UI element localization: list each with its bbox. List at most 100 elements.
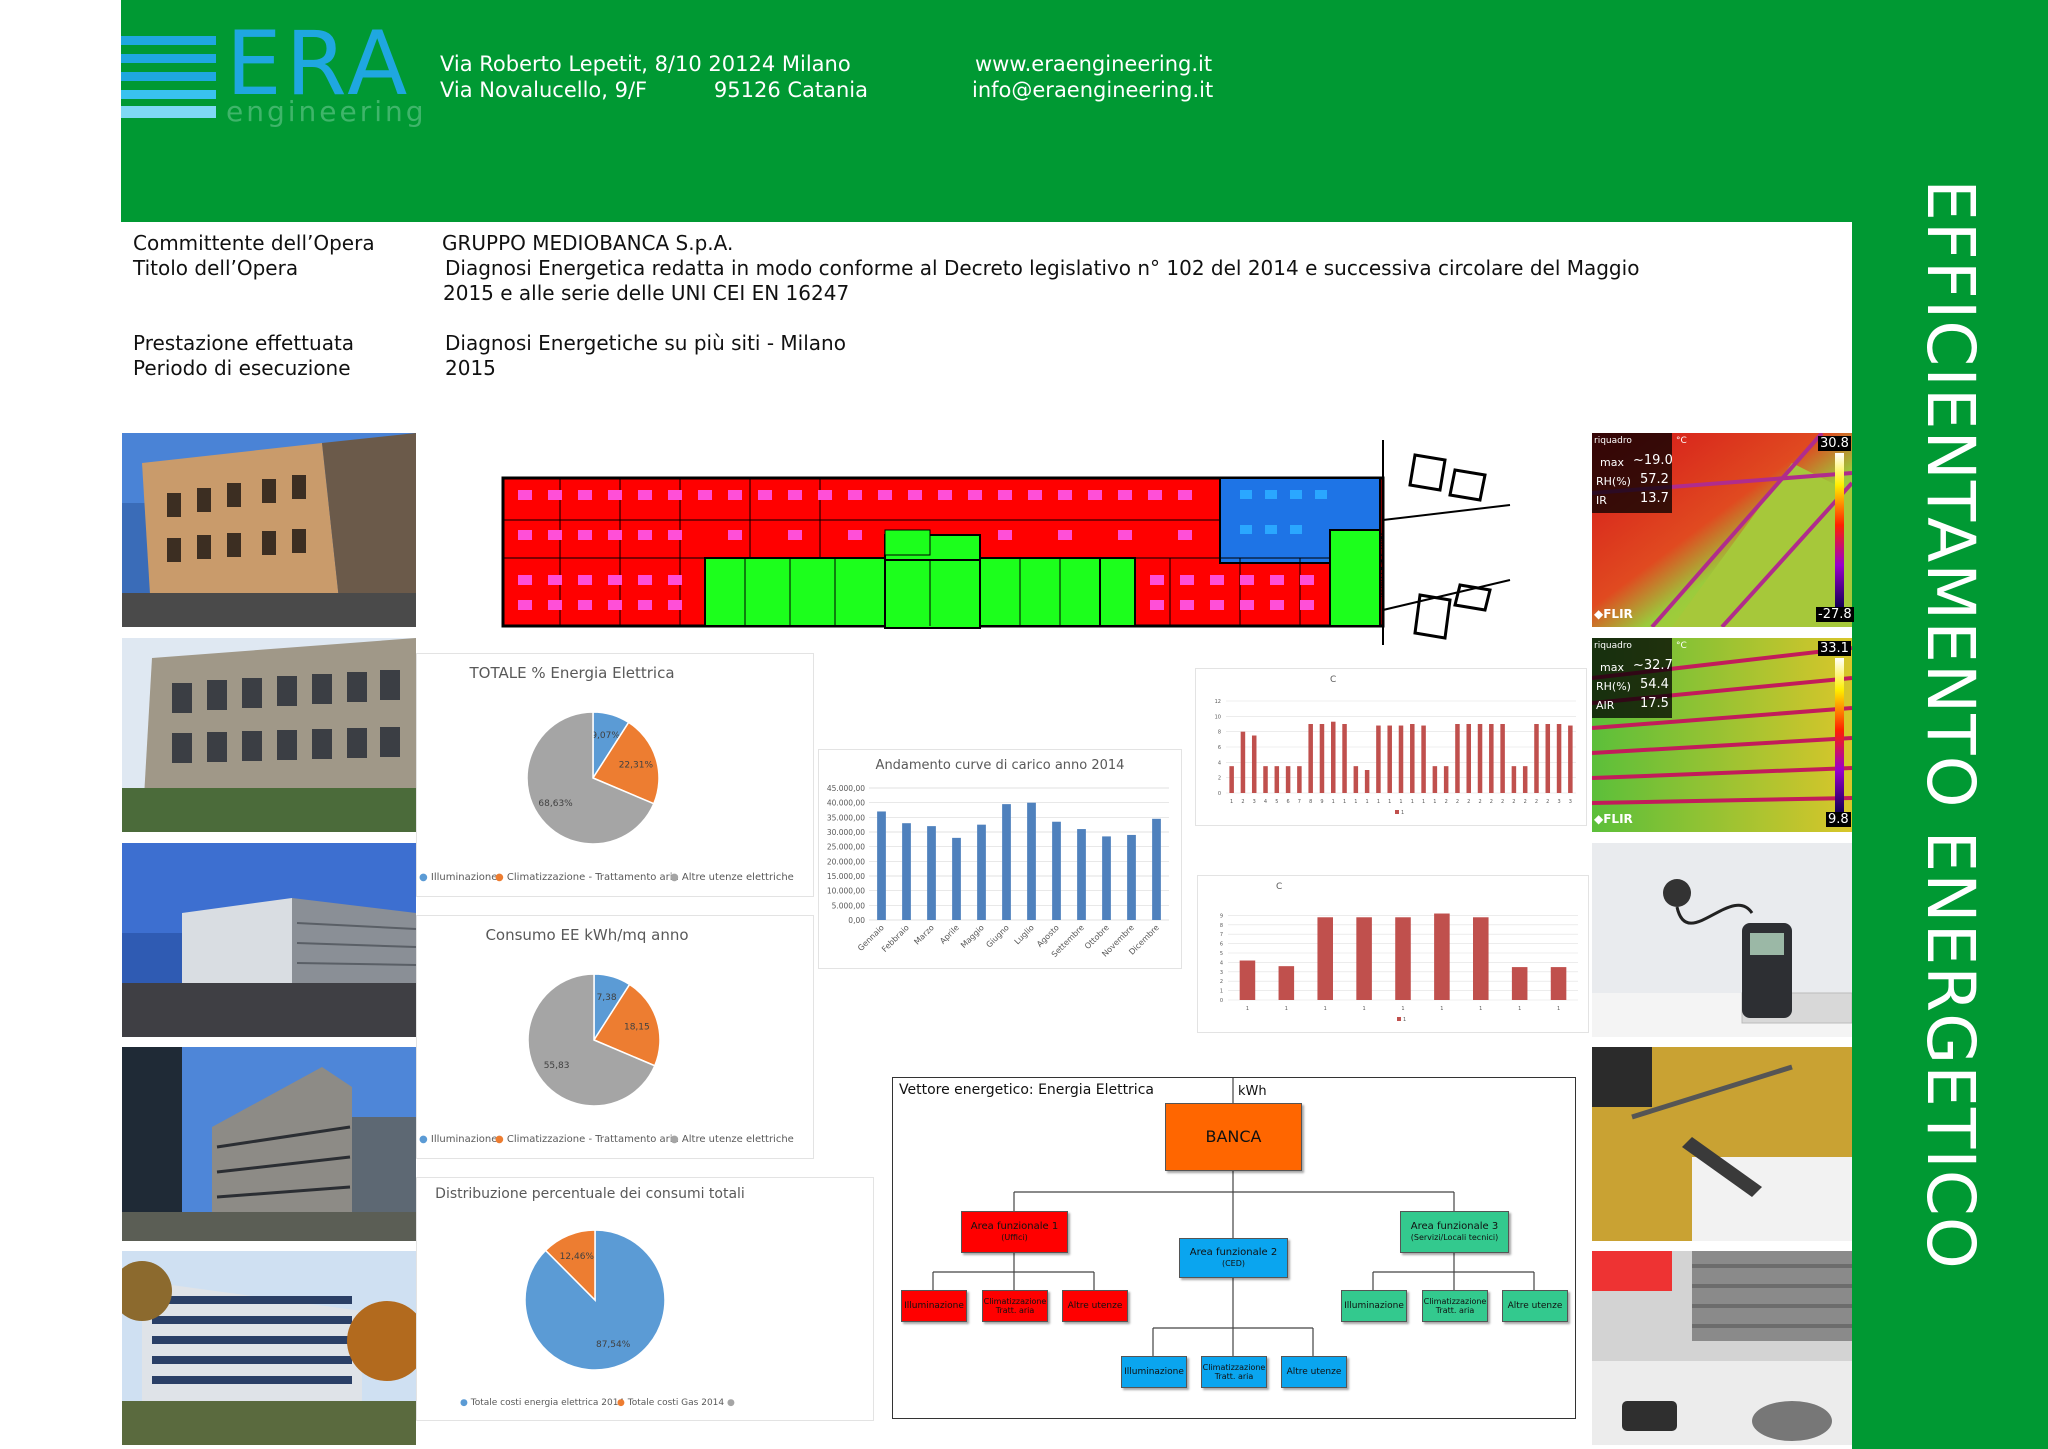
service-label: Prestazione effettuata [133,331,355,355]
thermal-1-label: riquadro [1594,436,1632,446]
pie3-slice-label-2: 12,46% [560,1252,595,1262]
bar-a-xtick: 2 [1512,799,1515,805]
bar-monthly-xtick: Luglio [1013,923,1036,946]
bar-a-xtick: 4 [1264,799,1267,805]
side-title: EFFICIENTAMENTO ENERGETICO [1852,0,2048,1449]
bar-b-legend-text: 1 [1403,1017,1406,1023]
bar-a-bar [1455,724,1460,793]
bar-a-ytick: 2 [1218,776,1221,782]
pie3-svg: 87,54% 12,46% [524,1229,666,1371]
thermal-2-max-label: max [1600,661,1624,674]
leaf-text: Tratt. aria [1435,1306,1475,1315]
pie1-slice-label-2: 22,31% [619,761,654,771]
bar-a-bar [1534,724,1539,793]
bar-a-xtick: 1 [1422,799,1425,805]
bar-monthly-bar [927,826,936,920]
bar-b-bar [1550,967,1567,1000]
pie1-svg: 9,07% 22,31% 68,63% [526,711,660,845]
bar-b-xtick: 1 [1479,1006,1482,1012]
thermal-1-max-label: max [1600,456,1624,469]
bar-a-xtick: 1 [1377,799,1380,805]
bar-monthly-xtick: Aprile [938,923,961,946]
thermal-image-1 [1592,433,1852,627]
photo-building-3 [122,843,416,1037]
bar-b-bar [1356,917,1372,1000]
bar-b-xtick: 1 [1363,1006,1366,1012]
thermal-1-unit: °C [1676,436,1687,446]
bar-monthly-ytick: 5.000,00 [832,901,866,910]
pie3-legend-2: ● Totale costi Gas 2014 [617,1398,725,1408]
pie1-legend-2: ● Climatizzazione - Trattamento aria [495,872,679,883]
bar-a-xtick: 1 [1366,799,1369,805]
area-2-sub: (CED) [1221,1259,1246,1268]
bar-b-ytick: 8 [1220,923,1223,929]
bar-a-bar [1421,725,1426,793]
bar-a-xtick: 2 [1535,799,1538,805]
bar-a-bar [1500,724,1505,793]
area1-leaf-climatizzazione: Climatizzazione Tratt. aria [982,1290,1048,1322]
bar-a-xtick: 2 [1524,799,1527,805]
bar-b-xtick: 1 [1518,1006,1521,1012]
bar-a-xtick: 1 [1399,799,1402,805]
email-link[interactable]: info@eraengineering.it [972,78,1214,102]
bar-a-xtick: 2 [1490,799,1493,805]
bar-a-bar [1308,724,1313,793]
bar-a-ytick: 0 [1218,791,1221,797]
thermal-2-ir: 17.5 [1640,696,1669,711]
thermal-2-rh-label: RH(%) [1596,680,1631,693]
bar-b-ytick: 0 [1220,998,1223,1004]
bar-a-xtick: 8 [1309,799,1312,805]
bar-b-bar [1473,917,1489,1000]
pie3-title: Distribuzione percentuale dei consumi to… [435,1186,745,1202]
period-label: Periodo di esecuzione [133,356,351,380]
flir-logo-2: ◆FLIR [1594,812,1633,826]
bar-a-bar [1545,724,1551,793]
thermal-1-rh-label: RH(%) [1596,475,1631,488]
logo-text: ERA [226,12,412,115]
pie2-svg: 7,38 18,15 55,83 [527,973,661,1107]
bar-monthly-bar [977,824,986,920]
website-link[interactable]: www.eraengineering.it [975,52,1213,76]
bar-a-title: C [1330,675,1337,685]
area-3-sub: (Servizi/Locali tecnici) [1410,1233,1499,1242]
bar-monthly-ytick: 45.000,00 [827,784,865,793]
bar-b-ytick: 4 [1220,960,1223,966]
bar-a-bar [1511,766,1517,793]
bar-a-bar [1387,725,1392,793]
bar-a-xtick: 2 [1478,799,1481,805]
bar-a-xtick: 3 [1557,799,1560,805]
photo-instrument-1 [1592,843,1852,1037]
pie3-legend-1-text: Totale costi energia elettrica 2014 [470,1398,625,1408]
pie2-legend-1-text: Illuminazione [430,1134,498,1145]
bar-monthly-bar [1027,802,1036,920]
pie1-slice-label-3: 68,63% [538,799,573,809]
bar-monthly-bar [1102,836,1111,920]
thermal-1-scale-bottom: -27.8 [1816,607,1854,622]
diagram-title: Vettore energetico: Energia Elettrica [899,1082,1154,1098]
bar-a-bar [1443,766,1449,793]
bar-chart-small-b: C 0 1 2 3 4 5 6 7 8 9 1 1 1 1 1 1 1 1 1 1 [1197,875,1589,1033]
thermal-2-max: ~32.7 [1633,658,1673,673]
area2-leaf-altre-utenze: Altre utenze [1281,1356,1347,1388]
address-line-2: Via Novalucello, 9/F 95126 Catania [440,78,869,102]
bar-monthly-bar [1052,821,1061,920]
area1-leaf-illuminazione: Illuminazione [901,1290,967,1322]
thermal-2-scale-top: 33.1 [1818,641,1851,656]
pie1-slice-2 [591,721,660,805]
bar-monthly-xtick: Marzo [912,923,936,947]
bar-a-bar [1568,725,1573,793]
bar-a-bar [1319,724,1325,793]
leaf-text: Altre utenze [1286,1366,1342,1377]
bar-chart-small-a: C 0 2 4 6 8 10 12 1 2 3 4 5 6 7 8 9 1 1 1 1 1 1 1 1 1 1 2 2 2 2 2 2 2 2 2 2… [1195,668,1587,826]
bar-b-legend-swatch [1397,1017,1401,1021]
bar-a-xtick: 3 [1253,799,1256,805]
bar-a-bar [1263,766,1268,793]
bar-monthly-ytick: 30.000,00 [827,828,865,837]
pie-chart-consumption: Consumo EE kWh/mq anno 7,38 18,15 55,83 ● … [416,915,814,1159]
thermal-1-max: ~19.0 [1633,453,1673,468]
leaf-text: Climatizzazione [1423,1297,1487,1306]
bar-a-xtick: 2 [1546,799,1549,805]
bar-a-bar [1477,724,1483,793]
bar-monthly-bar [1077,829,1086,920]
pie2-slice-label-1: 7,38 [597,993,617,1003]
